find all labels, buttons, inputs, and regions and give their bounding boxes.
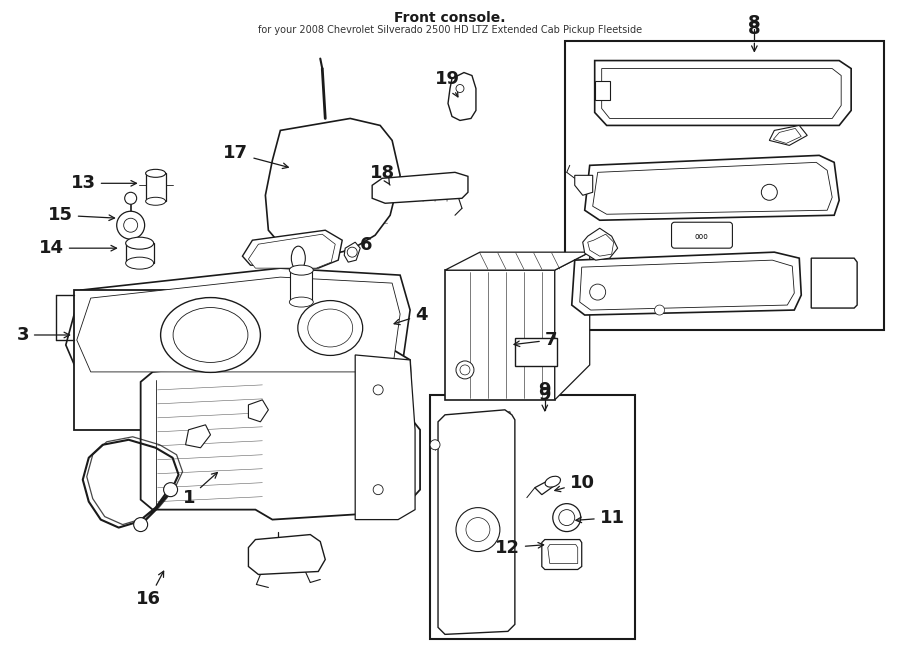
Polygon shape xyxy=(575,175,593,195)
Polygon shape xyxy=(140,348,420,520)
Polygon shape xyxy=(811,258,857,308)
Ellipse shape xyxy=(160,297,260,372)
Polygon shape xyxy=(602,69,842,118)
Polygon shape xyxy=(445,252,590,270)
Polygon shape xyxy=(542,539,581,570)
Polygon shape xyxy=(585,155,839,220)
Bar xyxy=(146,173,166,201)
Polygon shape xyxy=(572,252,801,315)
Ellipse shape xyxy=(146,197,166,206)
Text: 10: 10 xyxy=(554,474,595,492)
Text: 19: 19 xyxy=(435,69,460,97)
Ellipse shape xyxy=(308,309,353,347)
Polygon shape xyxy=(588,234,614,256)
Ellipse shape xyxy=(126,237,154,249)
Text: 11: 11 xyxy=(576,508,625,527)
Polygon shape xyxy=(344,242,360,262)
Polygon shape xyxy=(356,355,415,520)
Polygon shape xyxy=(185,425,211,447)
Polygon shape xyxy=(593,163,832,214)
Polygon shape xyxy=(76,277,400,372)
Text: 13: 13 xyxy=(71,175,137,192)
Circle shape xyxy=(123,218,138,232)
Circle shape xyxy=(164,483,177,496)
Text: 12: 12 xyxy=(495,539,544,557)
Polygon shape xyxy=(595,81,609,100)
Text: 8: 8 xyxy=(748,20,760,52)
Polygon shape xyxy=(248,535,325,574)
Ellipse shape xyxy=(289,297,313,307)
Polygon shape xyxy=(773,128,801,143)
Text: 1: 1 xyxy=(183,473,218,506)
Bar xyxy=(430,395,634,639)
Ellipse shape xyxy=(126,257,154,269)
Polygon shape xyxy=(66,268,410,380)
Text: 17: 17 xyxy=(223,144,288,169)
Polygon shape xyxy=(448,73,476,120)
Polygon shape xyxy=(595,61,851,126)
Circle shape xyxy=(430,440,440,449)
Circle shape xyxy=(125,192,137,204)
Bar xyxy=(126,243,154,263)
Text: 9: 9 xyxy=(538,386,551,410)
Circle shape xyxy=(590,284,606,300)
Circle shape xyxy=(456,508,500,551)
Polygon shape xyxy=(248,400,268,422)
Ellipse shape xyxy=(545,477,561,487)
Circle shape xyxy=(134,518,148,531)
Polygon shape xyxy=(554,252,590,400)
Circle shape xyxy=(553,504,580,531)
Polygon shape xyxy=(548,545,578,564)
Ellipse shape xyxy=(146,169,166,177)
Circle shape xyxy=(466,518,490,541)
Ellipse shape xyxy=(292,246,305,270)
Text: 16: 16 xyxy=(136,571,164,608)
FancyBboxPatch shape xyxy=(671,222,733,248)
Polygon shape xyxy=(580,260,795,310)
Text: 2: 2 xyxy=(274,549,286,576)
Circle shape xyxy=(761,184,778,200)
Bar xyxy=(445,270,554,400)
Text: 9: 9 xyxy=(538,381,551,399)
Bar xyxy=(565,40,884,330)
Circle shape xyxy=(460,365,470,375)
Circle shape xyxy=(374,385,383,395)
Circle shape xyxy=(374,485,383,494)
Text: 3: 3 xyxy=(16,326,69,344)
Circle shape xyxy=(456,361,474,379)
Ellipse shape xyxy=(289,265,313,275)
Text: 6: 6 xyxy=(345,236,373,254)
Text: Front console.: Front console. xyxy=(394,11,506,24)
Polygon shape xyxy=(74,290,260,430)
Bar xyxy=(515,338,557,366)
Ellipse shape xyxy=(173,307,248,362)
Circle shape xyxy=(117,212,145,239)
Polygon shape xyxy=(248,234,335,268)
Text: ooo: ooo xyxy=(695,232,708,241)
Text: 7: 7 xyxy=(514,331,557,349)
Text: 18: 18 xyxy=(370,165,395,185)
Text: 15: 15 xyxy=(48,206,114,224)
Circle shape xyxy=(347,247,357,257)
Text: for your 2008 Chevrolet Silverado 2500 HD LTZ Extended Cab Pickup Fleetside: for your 2008 Chevrolet Silverado 2500 H… xyxy=(258,24,642,34)
Polygon shape xyxy=(535,480,556,494)
Bar xyxy=(291,270,312,302)
Polygon shape xyxy=(438,410,515,635)
Polygon shape xyxy=(242,230,342,268)
Polygon shape xyxy=(266,118,400,258)
Ellipse shape xyxy=(298,301,363,356)
Circle shape xyxy=(654,305,664,315)
Polygon shape xyxy=(770,126,807,145)
Text: 5: 5 xyxy=(289,286,302,309)
Circle shape xyxy=(559,510,575,525)
Polygon shape xyxy=(373,173,468,204)
Text: 8: 8 xyxy=(748,14,760,32)
Text: 4: 4 xyxy=(394,306,428,325)
Text: 14: 14 xyxy=(39,239,116,257)
Polygon shape xyxy=(582,228,617,260)
Circle shape xyxy=(456,85,464,93)
